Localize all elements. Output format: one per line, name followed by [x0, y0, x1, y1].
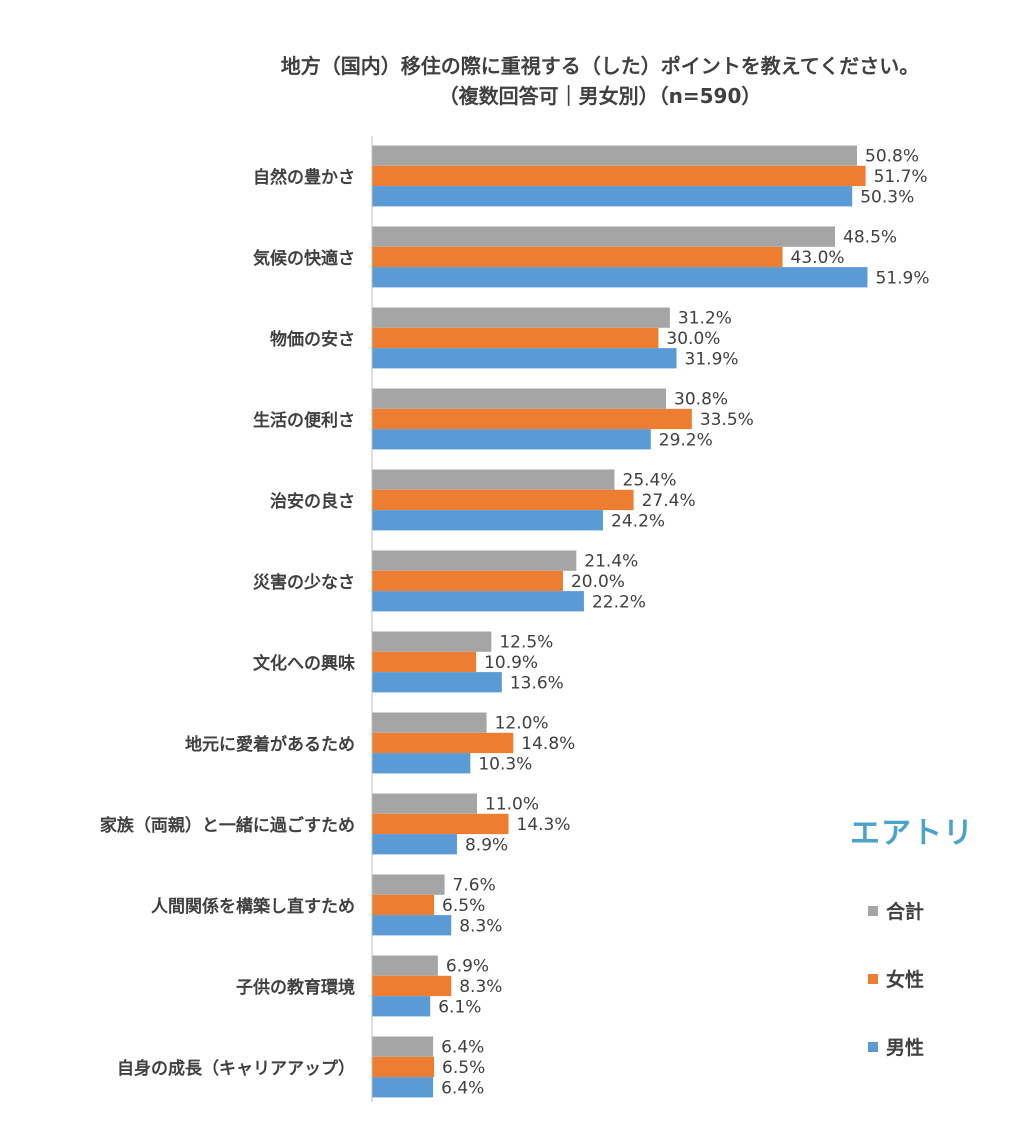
data-label: 24.2% — [611, 511, 665, 531]
data-label: 51.7% — [874, 167, 928, 187]
data-label: 30.8% — [674, 390, 728, 410]
legend-swatch — [868, 1041, 878, 1052]
data-label: 12.0% — [495, 714, 549, 734]
chart-title: 地方（国内）移住の際に重視する（した）ポイントを教えてください。 — [280, 54, 920, 78]
bar-女性 — [372, 246, 783, 268]
data-label: 6.5% — [442, 896, 485, 916]
data-label: 29.2% — [659, 430, 713, 450]
data-label: 48.5% — [843, 228, 897, 248]
data-label: 8.3% — [459, 916, 502, 936]
bar-合計 — [372, 1036, 434, 1057]
data-label: 51.9% — [876, 268, 930, 288]
category-label: 物価の安さ — [270, 329, 355, 350]
data-label: 25.4% — [623, 471, 677, 491]
category-label: 人間関係を構築し直すため — [151, 896, 355, 917]
bar-合計 — [372, 793, 478, 814]
data-label: 12.5% — [499, 633, 553, 653]
data-label: 6.5% — [442, 1058, 485, 1078]
bar-合計 — [372, 307, 670, 328]
bar-女性 — [372, 1056, 435, 1078]
legend-swatch — [868, 973, 878, 984]
data-label: 30.0% — [666, 329, 720, 349]
bar-男性 — [372, 429, 651, 450]
data-label: 43.0% — [791, 248, 845, 268]
bar-男性 — [372, 996, 431, 1017]
bar-女性 — [372, 975, 452, 997]
bar-合計 — [372, 874, 445, 895]
category-label: 自然の豊かさ — [253, 167, 355, 188]
data-label: 6.9% — [446, 957, 489, 977]
bar-男性 — [372, 510, 604, 531]
bar-合計 — [372, 955, 438, 976]
legend-item: 男性 — [868, 1033, 924, 1060]
legend-label: 女性 — [886, 969, 925, 991]
data-label: 21.4% — [584, 552, 638, 572]
category-label: 災害の少なさ — [253, 572, 355, 593]
bar-男性 — [372, 753, 471, 774]
data-label: 10.3% — [478, 754, 532, 774]
data-label: 31.2% — [678, 309, 732, 329]
bar-合計 — [372, 550, 577, 571]
bar-女性 — [372, 408, 692, 430]
bar-女性 — [372, 165, 866, 187]
bar-女性 — [372, 489, 634, 511]
data-label: 50.8% — [865, 147, 919, 167]
data-label: 8.3% — [459, 977, 502, 997]
category-label: 治安の良さ — [270, 491, 355, 512]
category-label: 家族（両親）と一緒に過ごすため — [100, 815, 355, 836]
bar-女性 — [372, 732, 514, 754]
category-label: 地元に愛着があるため — [185, 734, 355, 755]
bar-女性 — [372, 894, 435, 916]
category-label: 子供の教育環境 — [236, 977, 355, 998]
data-label: 13.6% — [510, 673, 564, 693]
data-label: 10.9% — [484, 653, 538, 673]
bar-女性 — [372, 327, 659, 349]
data-label: 22.2% — [592, 592, 646, 612]
brand-logo: エアトリ — [850, 816, 974, 851]
category-label: 生活の便利さ — [253, 410, 355, 431]
data-label: 6.4% — [441, 1078, 484, 1098]
bar-女性 — [372, 651, 477, 673]
bar-女性 — [372, 813, 509, 835]
bar-男性 — [372, 672, 502, 693]
data-label: 33.5% — [700, 410, 754, 430]
legend-label: 合計 — [886, 901, 925, 923]
legend-swatch — [868, 905, 878, 916]
data-label: 20.0% — [571, 572, 625, 592]
bar-男性 — [372, 267, 868, 288]
bar-合計 — [372, 226, 836, 247]
data-label: 14.8% — [521, 734, 575, 754]
bar-男性 — [372, 915, 452, 936]
bar-男性 — [372, 348, 677, 369]
chart-subtitle: （複数回答可｜男女別）（n=590） — [438, 84, 762, 108]
category-label: 気候の快適さ — [252, 248, 355, 269]
legend-item: 女性 — [868, 965, 924, 992]
data-label: 8.9% — [465, 835, 508, 855]
bar-女性 — [372, 570, 563, 592]
bar-男性 — [372, 834, 457, 855]
legend-item: 合計 — [868, 897, 924, 924]
data-label: 6.4% — [441, 1038, 484, 1058]
data-label: 6.1% — [438, 997, 481, 1017]
data-label: 50.3% — [860, 187, 914, 207]
data-label: 27.4% — [642, 491, 696, 511]
category-label: 文化への興味 — [253, 653, 355, 674]
bar-男性 — [372, 591, 584, 612]
data-label: 11.0% — [485, 795, 539, 815]
legend-label: 男性 — [886, 1037, 925, 1059]
bar-男性 — [372, 1077, 434, 1098]
bar-合計 — [372, 712, 487, 733]
bar-合計 — [372, 631, 492, 652]
data-label: 14.3% — [517, 815, 571, 835]
data-label: 7.6% — [453, 876, 496, 896]
bar-合計 — [372, 469, 615, 490]
bar-合計 — [372, 145, 857, 166]
bar-合計 — [372, 388, 667, 409]
data-label: 31.9% — [685, 349, 739, 369]
category-label: 自身の成長（キャリアアップ） — [117, 1058, 355, 1079]
bar-男性 — [372, 186, 853, 207]
